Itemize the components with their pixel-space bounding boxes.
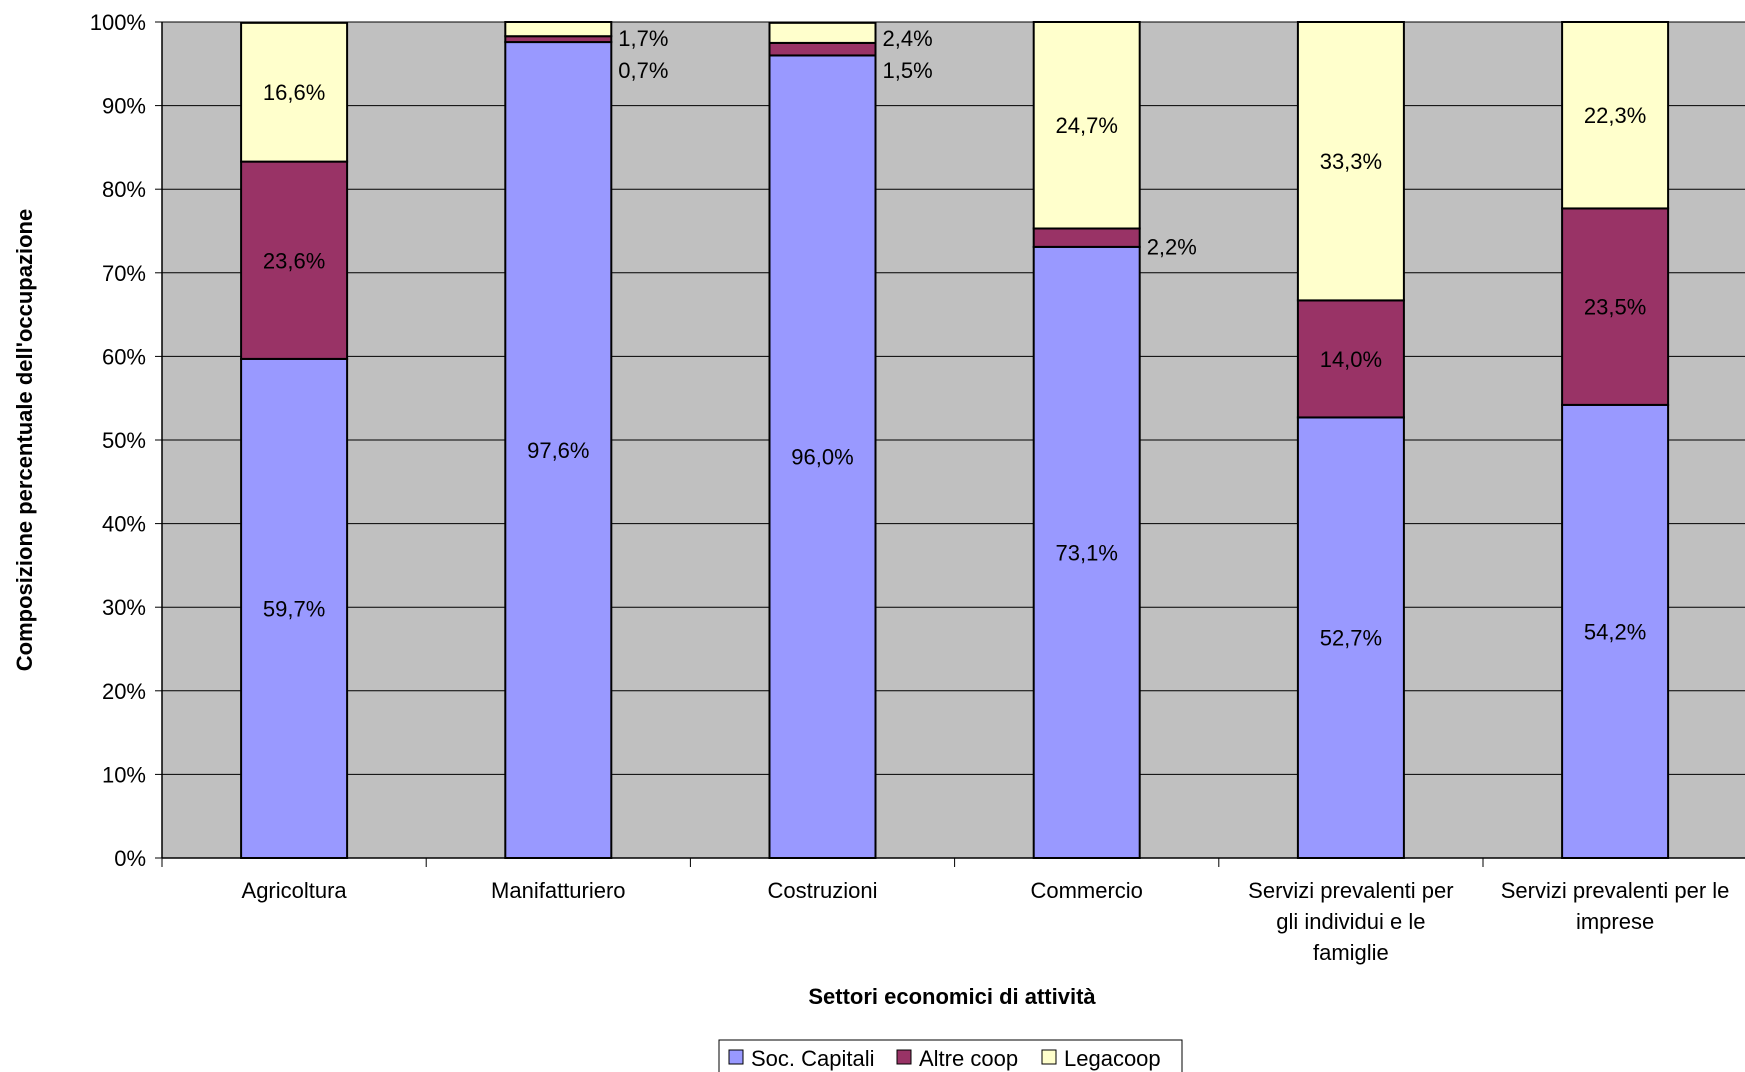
bar-segment-legacoop bbox=[1296, 21, 1405, 302]
data-label: 24,7% bbox=[1056, 113, 1118, 138]
data-label: 22,3% bbox=[1584, 103, 1646, 128]
data-label: 52,7% bbox=[1320, 626, 1382, 651]
x-category-label: famiglie bbox=[1313, 940, 1389, 965]
x-axis-title: Settori economici di attività bbox=[808, 984, 1096, 1009]
bar-segment-soc-capitali bbox=[240, 357, 349, 859]
data-label: 2,4% bbox=[883, 26, 933, 51]
axes: 0% 10% 20% 30% 40% 50% 60% 70% 80% 90% 100% Agricol… bbox=[90, 10, 1745, 965]
bar-segment-legacoop bbox=[768, 21, 877, 44]
data-label: 0,7% bbox=[618, 58, 668, 83]
y-tick-label: 90% bbox=[102, 94, 146, 119]
x-category-label: Agricoltura bbox=[242, 878, 348, 903]
y-tick-label: 20% bbox=[102, 679, 146, 704]
data-label: 54,2% bbox=[1584, 619, 1646, 644]
x-category-label: Servizi prevalenti per le bbox=[1501, 878, 1730, 903]
bar-segment-soc-capitali bbox=[504, 41, 613, 859]
legend-label: Legacoop bbox=[1064, 1046, 1161, 1071]
data-labels: 59,7% 23,6% 16,6% 97,6% 0,7% 1,7% 96,0% 1,5% 2,4… bbox=[263, 26, 1646, 651]
data-label: 23,5% bbox=[1584, 295, 1646, 320]
y-tick-label: 70% bbox=[102, 261, 146, 286]
data-label: 33,3% bbox=[1320, 149, 1382, 174]
bar-segment-legacoop bbox=[1561, 21, 1670, 210]
y-tick-label: 50% bbox=[102, 428, 146, 453]
bar-segment-soc-capitali bbox=[768, 54, 877, 859]
legend-label: Soc. Capitali bbox=[751, 1046, 875, 1071]
y-tick-label: 0% bbox=[114, 846, 146, 871]
bar-segment-altre-coop bbox=[768, 41, 877, 57]
y-tick-label: 60% bbox=[102, 344, 146, 369]
legend-box bbox=[718, 1039, 1183, 1072]
data-label: 1,5% bbox=[883, 58, 933, 83]
data-label: 97,6% bbox=[527, 438, 589, 463]
legend: Soc. Capitali Altre coop Legacoop bbox=[718, 1039, 1183, 1072]
bar-segment-altre-coop bbox=[240, 160, 349, 360]
data-label: 23,6% bbox=[263, 248, 325, 273]
x-category-label: Commercio bbox=[1030, 878, 1142, 903]
y-tick-label: 10% bbox=[102, 762, 146, 787]
data-label: 14,0% bbox=[1320, 347, 1382, 372]
bar-segment-legacoop bbox=[1032, 21, 1141, 230]
legend-swatch bbox=[1041, 1049, 1057, 1065]
legend-label: Altre coop bbox=[919, 1046, 1018, 1071]
y-tick-label: 30% bbox=[102, 595, 146, 620]
data-label: 59,7% bbox=[263, 596, 325, 621]
x-category-label: gli individui e le bbox=[1276, 909, 1425, 934]
y-axis-title: Composizione percentuale dell'occupazion… bbox=[12, 209, 37, 671]
legend-swatch bbox=[896, 1049, 912, 1065]
bar-segment-altre-coop bbox=[1032, 227, 1141, 248]
bar-segment-altre-coop bbox=[1561, 207, 1670, 406]
x-category-label: Servizi prevalenti per bbox=[1248, 878, 1453, 903]
data-label: 2,2% bbox=[1147, 234, 1197, 259]
data-label: 1,7% bbox=[618, 26, 668, 51]
data-label: 73,1% bbox=[1056, 540, 1118, 565]
x-category-label: imprese bbox=[1576, 909, 1654, 934]
plot-area bbox=[162, 21, 1745, 859]
bar-segment-soc-capitali bbox=[1561, 403, 1670, 859]
data-label: 16,6% bbox=[263, 80, 325, 105]
x-category-label: Costruzioni bbox=[767, 878, 877, 903]
y-tick-label: 100% bbox=[90, 10, 146, 35]
x-category-label: Manifatturiero bbox=[491, 878, 626, 903]
bar-segment-legacoop bbox=[504, 21, 613, 38]
bar-segment-legacoop bbox=[240, 21, 349, 163]
data-label: 96,0% bbox=[791, 445, 853, 470]
legend-swatch bbox=[728, 1049, 744, 1065]
y-tick-label: 40% bbox=[102, 512, 146, 537]
bars bbox=[240, 21, 1670, 860]
y-tick-label: 80% bbox=[102, 177, 146, 202]
